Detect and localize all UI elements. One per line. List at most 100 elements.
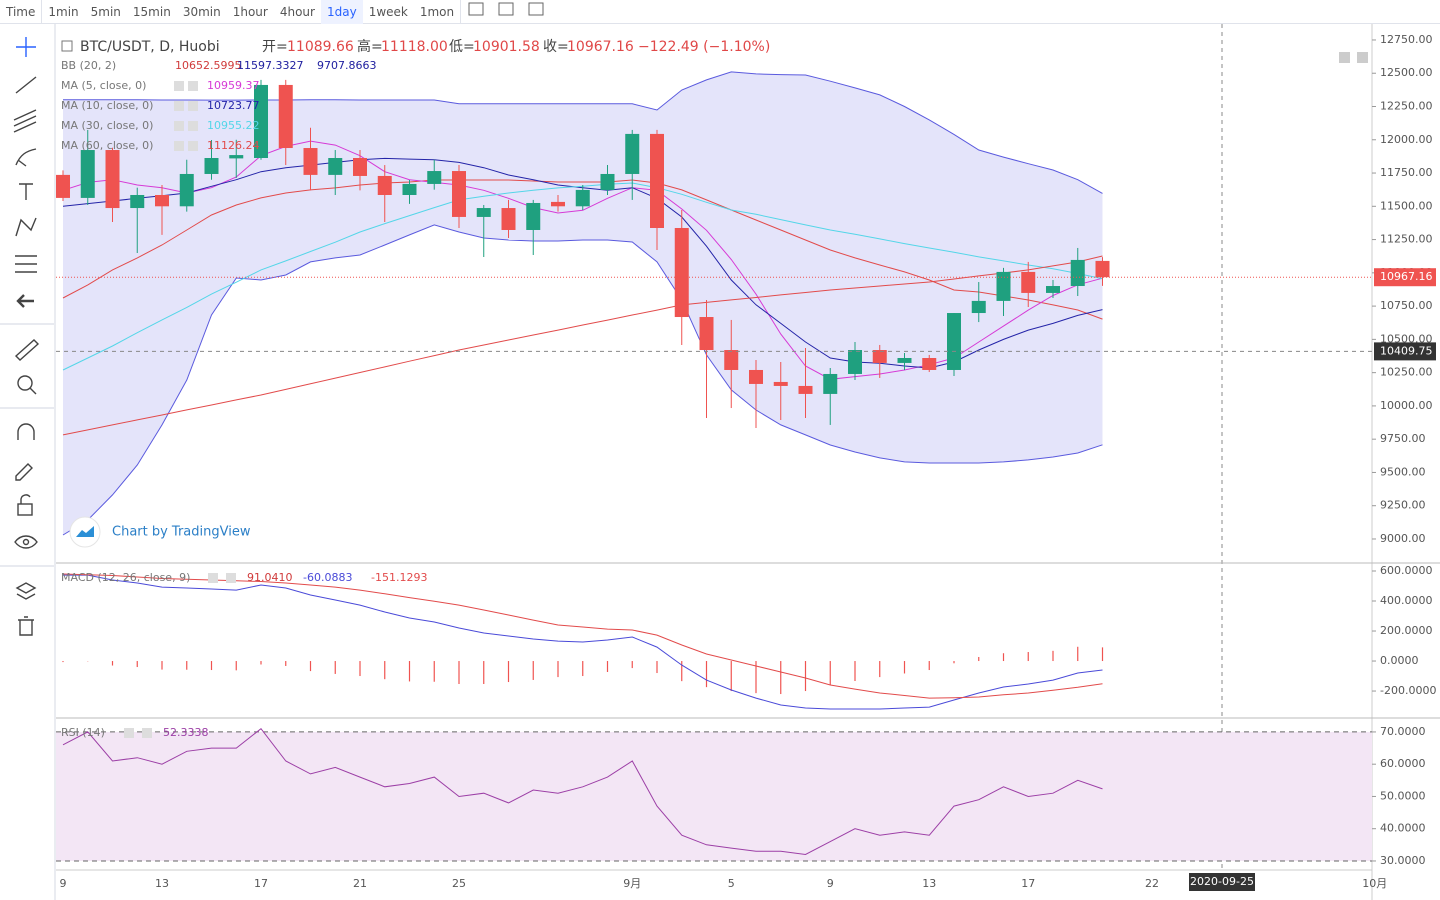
- candle-body: [204, 158, 219, 174]
- y-tick-label: 50.0000: [1380, 789, 1426, 802]
- y-tick-label: 11750.00: [1380, 166, 1433, 179]
- magnet-tool[interactable]: [17, 423, 35, 440]
- x-tick-label: 10月: [1362, 877, 1387, 890]
- top-toolbar: Time 1min 5min 15min 30min 1hour 4hour 1day 1wee…: [0, 0, 1440, 24]
- bollinger-basis: [62, 179, 1103, 320]
- timeframe-button[interactable]: 1day: [320, 0, 363, 24]
- timeframe-button[interactable]: Time: [6, 4, 36, 19]
- legend-value: 10959.37: [207, 79, 260, 92]
- scroll-icon[interactable]: [1339, 52, 1350, 63]
- candle-body: [526, 202, 541, 230]
- last-price-label: 10967.16: [1380, 270, 1433, 283]
- delete-tool[interactable]: [18, 616, 34, 636]
- candle-body: [402, 183, 417, 195]
- rsi-plot: [62, 727, 1103, 856]
- macd-plot: [62, 573, 1104, 710]
- y-tick-label: 70.0000: [1380, 725, 1426, 738]
- legend-icon: [188, 81, 198, 91]
- y-tick-label: 9500.00: [1380, 465, 1426, 478]
- toolbar-icon[interactable]: [461, 0, 491, 24]
- toolbar-icon[interactable]: [491, 0, 521, 24]
- x-tick-label: 21: [353, 877, 367, 890]
- brush-tool[interactable]: [15, 148, 37, 167]
- candle-body: [80, 150, 95, 198]
- legend-icon: [174, 101, 184, 111]
- candle-body: [1021, 271, 1036, 293]
- candle-body: [724, 350, 739, 370]
- candle-body: [922, 358, 937, 370]
- x-tick-label: 25: [452, 877, 466, 890]
- cursor-tool[interactable]: [16, 37, 36, 57]
- legend-name: RSI (14): [61, 726, 105, 739]
- icon: [528, 2, 544, 15]
- timeframe-button[interactable]: 1week: [368, 4, 408, 19]
- candle-body: [971, 300, 986, 314]
- legend-value: -151.1293: [371, 571, 427, 584]
- collapse-icon[interactable]: [61, 40, 73, 52]
- x-tick-label: 9: [60, 877, 67, 890]
- candle-body: [377, 175, 392, 195]
- legend-value: 91.0410: [247, 571, 293, 584]
- candle-body: [823, 373, 838, 394]
- legend-name: BB (20, 2): [61, 59, 116, 72]
- timeframe-button[interactable]: 4hour: [279, 4, 315, 19]
- legend-value: 52.3338: [163, 726, 209, 739]
- candle-body: [575, 189, 590, 207]
- toolbar-icon[interactable]: [521, 0, 551, 24]
- open-key: 开=: [262, 39, 288, 55]
- timeframe-button[interactable]: 15min: [132, 4, 171, 19]
- timeframe-button[interactable]: 1hour: [232, 4, 268, 19]
- y-tick-label: 9250.00: [1380, 499, 1426, 512]
- legend-name: MA (30, close, 0): [61, 119, 153, 132]
- candle-body: [56, 174, 70, 198]
- pattern-tool[interactable]: [15, 217, 37, 237]
- prediction-tool[interactable]: [15, 255, 37, 273]
- crosshair-price-tag: [1374, 342, 1436, 361]
- text-tool[interactable]: [19, 183, 33, 200]
- y-tick-label: 11500.00: [1380, 199, 1433, 212]
- x-tick-label: 17: [1021, 877, 1035, 890]
- timeframe-button[interactable]: 30min: [182, 4, 221, 19]
- scroll-icon[interactable]: [1357, 52, 1368, 63]
- y-tick-label: 600.0000: [1380, 564, 1433, 577]
- back-tool[interactable]: [16, 294, 34, 308]
- crosshair-date-tag: [1189, 873, 1255, 891]
- branding-text[interactable]: Chart by TradingView: [112, 525, 251, 540]
- lock-tool[interactable]: [17, 503, 33, 516]
- candle-body: [650, 133, 664, 228]
- pitchfork-tool[interactable]: [13, 109, 37, 133]
- zoom-tool[interactable]: [17, 375, 33, 391]
- y-tick-label: 0.0000: [1380, 654, 1419, 667]
- visibility-tool[interactable]: [14, 535, 38, 549]
- y-tick-label: 12750.00: [1380, 33, 1433, 46]
- candle-body: [699, 317, 714, 351]
- legend-name: MA (60, close, 0): [61, 139, 153, 152]
- candle-body: [452, 171, 466, 217]
- y-tick-label: 10000.00: [1380, 399, 1433, 412]
- y-tick-label: 10250.00: [1380, 366, 1433, 379]
- bollinger-lower: [62, 224, 1103, 536]
- y-tick-label: 200.0000: [1380, 624, 1433, 637]
- logo-mark: [76, 526, 94, 537]
- x-tick-label: 17: [254, 877, 268, 890]
- timeframe-button[interactable]: 1mon: [419, 4, 455, 19]
- lock-draw-tool[interactable]: [15, 463, 33, 481]
- layers-tool[interactable]: [15, 582, 37, 600]
- candle-body: [674, 227, 689, 318]
- timeframe-button[interactable]: 5min: [90, 4, 121, 19]
- legend-value: 10955.22: [207, 119, 260, 132]
- candle-body: [155, 194, 169, 207]
- legend-name: MA (10, close, 0): [61, 99, 153, 112]
- line-tool[interactable]: [15, 76, 37, 94]
- ruler-tool[interactable]: [14, 339, 40, 361]
- timeframe-button[interactable]: 1min: [48, 4, 79, 19]
- candle-body: [773, 381, 788, 386]
- candle-body: [798, 385, 813, 394]
- y-tick-label: 12000.00: [1380, 133, 1433, 146]
- icon: [468, 2, 484, 15]
- candle-body: [179, 173, 194, 207]
- legend-icon: [226, 573, 236, 583]
- candle-body: [476, 208, 491, 217]
